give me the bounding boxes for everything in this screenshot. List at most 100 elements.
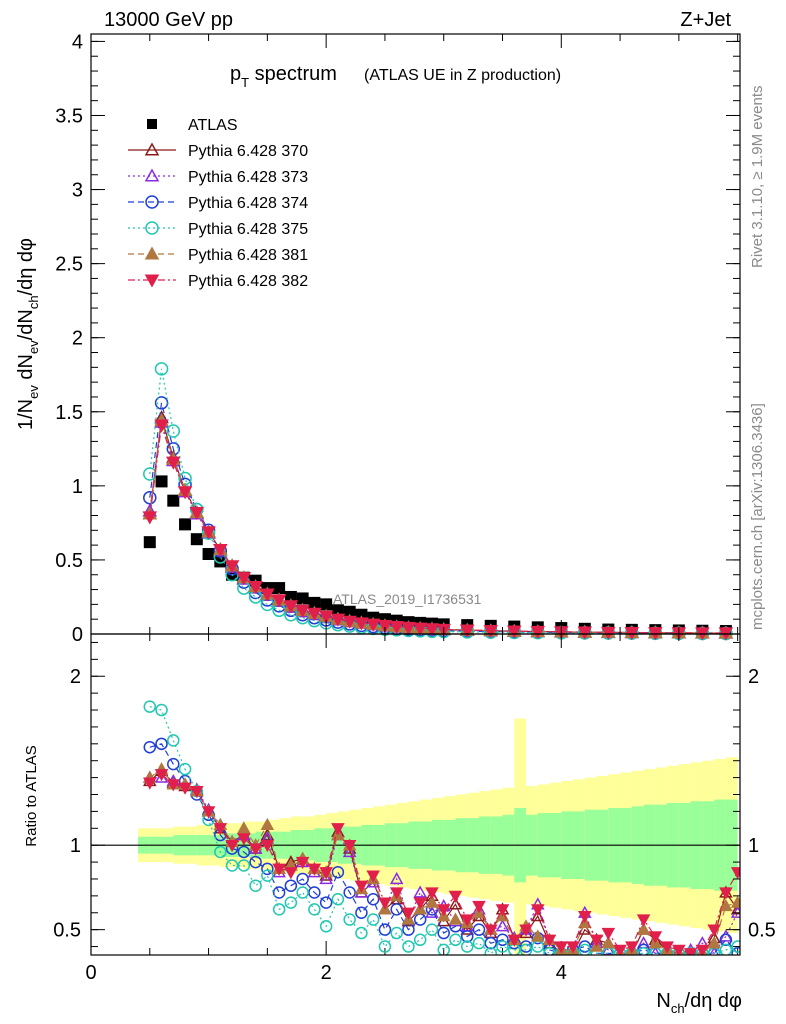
ratio-data-point: [531, 940, 545, 953]
ratio-data-point: [707, 936, 721, 949]
ratio-data-point: [225, 840, 239, 853]
ratio-data-point: [307, 863, 322, 876]
ratio-data-point: [155, 737, 168, 751]
ratio-data-point: [308, 903, 321, 916]
main-data-point: [296, 592, 309, 605]
ratio-data-point: [378, 923, 392, 936]
x-axis-label: Nch/dη dφ: [656, 990, 742, 1016]
main-y-tick-label: 4: [72, 31, 83, 53]
legend-marker: [144, 274, 160, 288]
ratio-data-point: [237, 845, 251, 859]
analysis-label: ATLAS_2019_I1736531: [333, 591, 482, 607]
ratio-data-point: [401, 907, 416, 920]
header-process-label: Z+Jet: [680, 9, 731, 31]
ratio-data-point: [472, 900, 486, 914]
ratio-data-point: [261, 869, 274, 882]
main-y-tick-label: 2.5: [55, 254, 83, 276]
ratio-data-point: [366, 892, 380, 906]
main-data-point: [307, 607, 322, 621]
x-tick-label: 0: [85, 962, 96, 984]
ratio-data-point: [472, 923, 486, 936]
ratio-data-point: [719, 933, 733, 947]
ratio-data-point: [402, 940, 415, 953]
rivet-version-label: Rivet 3.1.10, ≥ 1.9M events: [749, 86, 766, 269]
main-data-point: [648, 627, 663, 641]
ratio-y-tick-label-right: 1: [748, 835, 759, 857]
ratio-data-point: [484, 936, 497, 950]
ratio-data-point: [143, 700, 157, 713]
main-data-point: [189, 506, 205, 521]
ratio-plot-area: 0 2 4 0.5 0.5 1 1 2 2: [53, 633, 776, 984]
ratio-data-point: [225, 859, 239, 872]
main-data-point: [459, 624, 475, 638]
legend: ATLAS Pythia 6.428 370 Pythia 6.428 373 Pyt…: [128, 117, 308, 290]
ratio-data-point: [272, 863, 286, 876]
ratio-data-point: [519, 943, 533, 955]
ratio-data-point: [731, 940, 740, 953]
main-data-point: [202, 548, 215, 560]
x-tick-label: 4: [556, 962, 567, 984]
ratio-data-point: [648, 931, 663, 944]
ratio-data-point: [637, 947, 650, 955]
ratio-data-point: [425, 923, 439, 936]
main-data-point: [166, 456, 181, 470]
ratio-data-point: [366, 870, 380, 883]
ratio-y-tick-label: 0.5: [53, 920, 81, 942]
legend-label: Pythia 6.428 370: [188, 143, 308, 160]
ratio-data-point: [201, 806, 216, 819]
ratio-data-point: [249, 855, 262, 869]
main-data-point: [213, 544, 228, 558]
ratio-data-point: [578, 910, 592, 924]
ratio-data-point: [342, 840, 357, 853]
ratio-data-point: [449, 933, 462, 947]
main-data-point: [308, 596, 321, 609]
ratio-data-point: [543, 947, 556, 955]
ratio-data-point: [507, 934, 522, 947]
ratio-data-point: [436, 904, 451, 917]
main-data-point: [365, 618, 381, 632]
ratio-data-point: [260, 817, 275, 831]
ratio-data-point: [389, 871, 404, 885]
ratio-data-point: [496, 933, 509, 947]
ratio-data-point: [213, 823, 228, 836]
ratio-data-point: [342, 844, 357, 858]
main-y-axis-label: 1/Nev dNev/dNch/dη dφ: [15, 238, 41, 430]
ratio-data-point: [483, 924, 498, 937]
ratio-data-point: [730, 902, 740, 915]
main-data-point: [179, 518, 192, 531]
ratio-data-point: [531, 909, 545, 922]
ratio-data-point: [178, 782, 192, 795]
ratio-data-point: [355, 906, 368, 920]
ratio-data-point: [143, 777, 157, 790]
main-title-suffix: (ATLAS UE in Z production): [364, 67, 561, 84]
main-data-point: [236, 572, 252, 586]
ratio-data-point: [155, 703, 168, 717]
main-data-point: [412, 622, 428, 636]
legend-label: ATLAS: [188, 117, 238, 134]
legend-label: Pythia 6.428 373: [188, 169, 308, 186]
main-data-point: [273, 582, 286, 595]
ratio-data-point: [178, 762, 192, 776]
main-data-point: [177, 486, 193, 500]
ratio-data-point: [413, 885, 427, 898]
ratio-data-point: [625, 941, 639, 954]
main-data-point: [318, 610, 334, 624]
ratio-data-point: [437, 926, 450, 940]
ratio-data-point: [731, 947, 740, 955]
main-data-point: [143, 490, 157, 505]
ratio-data-point: [260, 840, 275, 853]
ratio-data-point: [378, 940, 392, 953]
ratio-data-point: [636, 922, 651, 935]
ratio-data-point: [296, 872, 309, 886]
ratio-data-point: [308, 886, 321, 899]
main-data-point: [201, 526, 216, 540]
ratio-data-point: [495, 919, 510, 932]
ratio-data-point: [331, 892, 345, 906]
ratio-data-point: [413, 897, 427, 910]
legend-label: Pythia 6.428 374: [188, 195, 308, 212]
main-data-point: [260, 588, 275, 602]
ratio-y-tick-label: 2: [70, 666, 81, 688]
ratio-data-point: [460, 914, 475, 927]
ratio-data-point: [425, 887, 439, 900]
ratio-data-point: [601, 927, 616, 941]
